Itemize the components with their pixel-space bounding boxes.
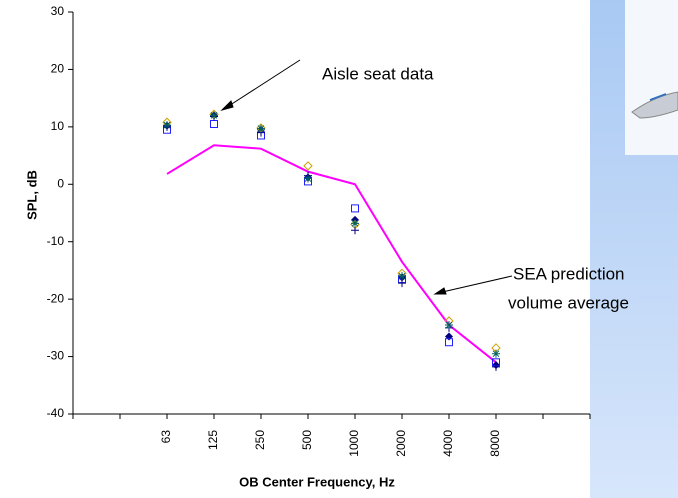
x-tick-label: 2000 <box>394 430 408 457</box>
x-tick-label: 125 <box>206 430 220 450</box>
marker <box>445 320 453 329</box>
x-tick-label: 1000 <box>347 430 361 457</box>
marker <box>257 124 265 133</box>
x-axis-label: OB Center Frequency, Hz <box>239 474 395 489</box>
y-tick-label: -40 <box>47 406 65 420</box>
annotation: SEA prediction <box>513 264 625 283</box>
y-tick-label: 30 <box>51 4 65 18</box>
marker <box>492 362 500 371</box>
marker <box>398 272 406 281</box>
x-tick-label: 4000 <box>441 430 455 457</box>
x-tick-label: 500 <box>300 430 314 450</box>
line <box>166 144 497 364</box>
marker <box>398 279 406 288</box>
marker <box>351 204 359 213</box>
x-tick-label: 63 <box>159 430 173 444</box>
marker <box>351 219 359 228</box>
marker <box>163 121 171 130</box>
arrows <box>220 59 513 295</box>
x-tick-label: 8000 <box>488 430 502 457</box>
plot-background <box>0 0 590 498</box>
marker <box>303 161 313 171</box>
y-tick-label: -30 <box>47 349 65 363</box>
y-tick-label: -20 <box>47 291 65 305</box>
annotation: volume average <box>508 293 629 312</box>
marker <box>351 226 359 235</box>
y-axis-label: SPL, dB <box>24 170 39 220</box>
annotation: Aisle seat data <box>322 64 434 83</box>
x-tick-label: 250 <box>253 430 267 450</box>
marker <box>304 174 312 183</box>
scatter-series <box>163 111 500 358</box>
plane-image <box>625 0 678 155</box>
y-tick-label: -10 <box>47 234 65 248</box>
marker <box>492 349 500 358</box>
y-tick-label: 10 <box>51 119 65 133</box>
marker <box>445 338 453 347</box>
y-tick-label: 0 <box>57 176 64 190</box>
y-tick-label: 20 <box>51 62 65 76</box>
marker <box>210 111 218 120</box>
